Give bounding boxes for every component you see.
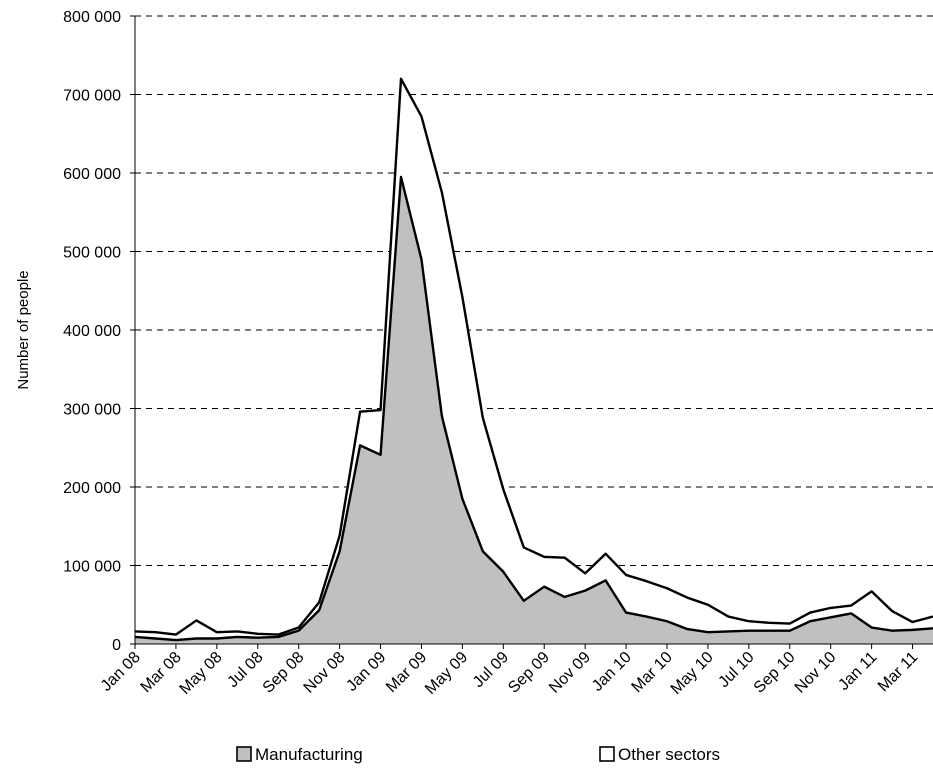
y-tick-label: 300 000 (63, 402, 121, 419)
x-tick-label: May 09 (422, 649, 471, 698)
x-tick-label: Sep 10 (751, 649, 799, 697)
x-tick-label: May 10 (668, 649, 717, 698)
y-tick-label: 0 (112, 637, 121, 654)
y-axis-title: Number of people (15, 270, 32, 389)
x-tick-label: Mar 08 (138, 649, 185, 696)
line-other-sectors-top (134, 77, 933, 636)
y-tick-label: 800 000 (63, 9, 121, 26)
x-tick-label: Nov 10 (792, 649, 840, 697)
legend-swatch (236, 746, 252, 762)
y-tick-label: 700 000 (63, 88, 121, 105)
axes (130, 15, 933, 649)
legend-item: Other sectors (599, 745, 720, 764)
legend-item: Manufacturing (236, 745, 363, 764)
x-tick-label: Jan 10 (589, 649, 635, 695)
legend: Manufacturing Other sectors (236, 745, 720, 764)
area-other-sectors (135, 78, 933, 641)
x-tick-label: Jan 08 (98, 649, 144, 695)
x-tick-label: Mar 11 (875, 649, 921, 695)
legend-swatch (599, 746, 615, 762)
legend-label: Other sectors (618, 745, 720, 764)
x-tick-label: Sep 08 (260, 649, 308, 697)
x-tick-label: May 08 (177, 649, 226, 698)
y-tick-label: 200 000 (63, 480, 121, 497)
y-tick-label: 500 000 (63, 245, 121, 262)
y-tick-label: 400 000 (63, 323, 121, 340)
x-tick-label: Jan 11 (835, 649, 880, 694)
x-tick-label: Mar 09 (383, 649, 430, 696)
y-axis-tick-labels: 0 100 000 200 000 300 000 400 000 500 000 600 … (63, 9, 121, 654)
y-tick-label: 100 000 (63, 559, 121, 576)
x-tick-label: Nov 09 (546, 649, 594, 697)
gridlines (135, 15, 933, 566)
x-tick-label: Jan 09 (343, 649, 389, 695)
x-tick-label: Nov 08 (301, 649, 349, 697)
y-tick-label: 600 000 (63, 166, 121, 183)
series-areas (134, 77, 933, 645)
legend-label: Manufacturing (255, 745, 363, 764)
line-manufacturing-top (134, 175, 933, 642)
x-tick-label: Sep 09 (505, 649, 553, 697)
x-tick-label: Mar 10 (629, 649, 676, 696)
